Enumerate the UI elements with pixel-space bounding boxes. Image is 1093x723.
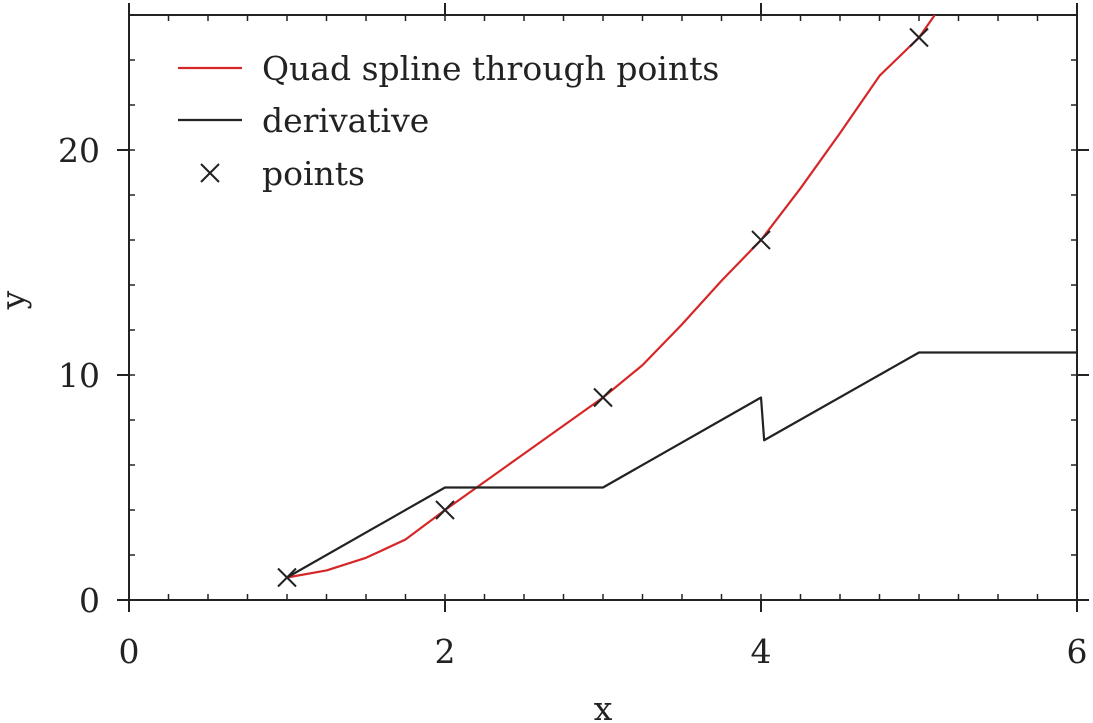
y-axis-label: y bbox=[0, 290, 32, 310]
data-point-marker bbox=[751, 230, 771, 250]
legend: Quad spline through points derivative poin… bbox=[178, 49, 719, 193]
data-point-marker bbox=[593, 387, 613, 408]
x-axis-label: x bbox=[594, 689, 613, 723]
x-tick-label: 4 bbox=[751, 632, 772, 671]
x-tick-label: 0 bbox=[119, 632, 140, 671]
legend-entry: derivative bbox=[178, 101, 429, 140]
y-tick-label: 0 bbox=[79, 581, 100, 620]
legend-label: points bbox=[262, 154, 365, 193]
legend-entry: points bbox=[200, 154, 365, 193]
x-tick-label: 6 bbox=[1067, 632, 1088, 671]
derivative-line bbox=[286, 351, 1077, 579]
data-point-marker bbox=[909, 27, 929, 48]
data-point-marker bbox=[277, 567, 297, 588]
axis-ticks bbox=[117, 3, 1089, 612]
legend-label: Quad spline through points bbox=[262, 49, 719, 88]
markers-group bbox=[277, 27, 929, 588]
y-tick-label: 10 bbox=[58, 356, 100, 395]
legend-label: derivative bbox=[262, 101, 429, 140]
spline-line bbox=[286, 15, 936, 579]
legend-entry: Quad spline through points bbox=[178, 49, 719, 88]
data-point-marker bbox=[435, 500, 455, 520]
tick-labels: 0 2 4 6 0 10 20 bbox=[58, 131, 1088, 671]
y-tick-label: 20 bbox=[58, 131, 100, 170]
series-group bbox=[286, 15, 1077, 579]
x-tick-label: 2 bbox=[435, 632, 456, 671]
legend-swatch bbox=[200, 163, 220, 183]
